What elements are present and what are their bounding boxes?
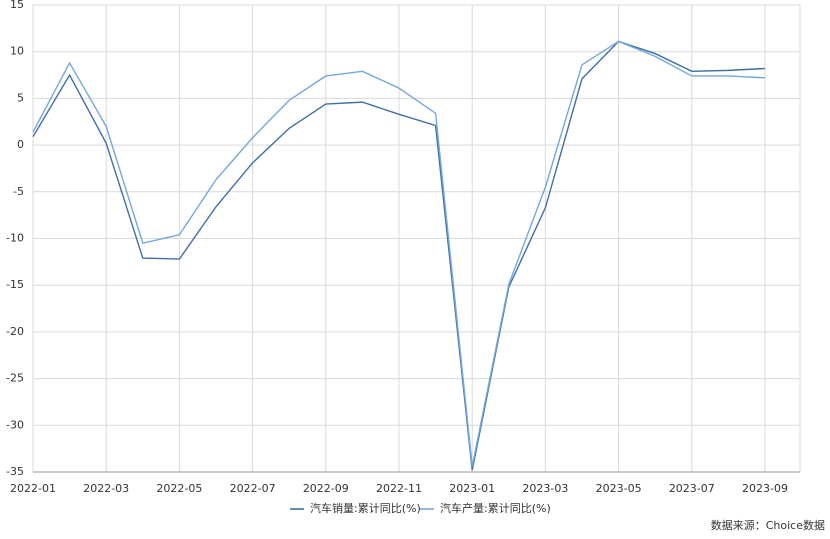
y-tick-label: -35	[6, 465, 24, 478]
x-tick-label: 2023-05	[596, 482, 642, 495]
x-tick-label: 2022-01	[10, 482, 56, 495]
x-tick-label: 2023-03	[522, 482, 568, 495]
x-tick-label: 2023-09	[742, 482, 788, 495]
legend-label: 汽车产量:累计同比(%)	[440, 501, 551, 515]
y-tick-label: 0	[17, 138, 24, 151]
y-tick-label: -20	[6, 325, 24, 338]
y-tick-label: -10	[6, 232, 24, 245]
y-tick-label: 15	[10, 0, 24, 11]
series-line	[32, 40, 766, 471]
series-line	[32, 40, 766, 467]
source-note: 数据来源：Choice数据	[711, 518, 825, 532]
y-tick-label: -25	[6, 372, 24, 385]
y-tick-label: 10	[10, 45, 24, 58]
x-tick-label: 2023-07	[669, 482, 715, 495]
x-tick-label: 2022-07	[230, 482, 276, 495]
x-tick-label: 2022-03	[83, 482, 129, 495]
x-tick-label: 2022-05	[156, 482, 202, 495]
y-tick-label: -15	[6, 278, 24, 291]
y-tick-label: -5	[13, 185, 24, 198]
x-tick-label: 2022-11	[376, 482, 422, 495]
y-tick-label: -30	[6, 418, 24, 431]
x-tick-label: 2022-09	[303, 482, 349, 495]
legend-label: 汽车销量:累计同比(%)	[310, 501, 421, 515]
y-tick-label: 5	[17, 91, 24, 104]
x-tick-label: 2023-01	[449, 482, 495, 495]
